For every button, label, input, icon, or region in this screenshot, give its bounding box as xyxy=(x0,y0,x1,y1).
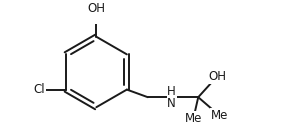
Text: Me: Me xyxy=(185,112,202,125)
Text: Me: Me xyxy=(211,109,228,122)
Text: H
N: H N xyxy=(167,85,176,110)
Text: Cl: Cl xyxy=(33,83,45,96)
Text: OH: OH xyxy=(87,2,105,15)
Text: OH: OH xyxy=(208,70,226,83)
